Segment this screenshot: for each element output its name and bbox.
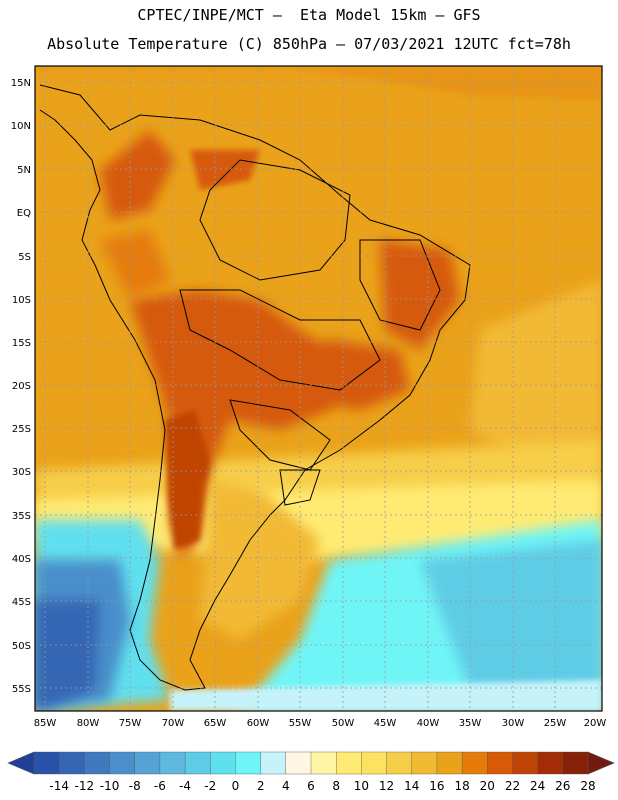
colorbar-label: 28 [580, 779, 595, 793]
colorbar-label: 14 [404, 779, 419, 793]
colorbar-label: -4 [179, 779, 191, 793]
temperature-field [35, 66, 602, 711]
lon-label: 30W [502, 718, 525, 729]
lat-label: 50S [12, 641, 31, 652]
lat-label: 55S [12, 684, 31, 695]
colorbar-label: 8 [332, 779, 340, 793]
colorbar-label: -12 [75, 779, 95, 793]
colorbar-swatch [260, 751, 287, 775]
lon-label: 20W [584, 718, 607, 729]
lat-label: 35S [12, 511, 31, 522]
colorbar-swatch [159, 751, 186, 775]
colorbar-swatch [134, 751, 161, 775]
lat-label: 20S [12, 381, 31, 392]
colorbar-label: -6 [154, 779, 166, 793]
colorbar-label: 12 [379, 779, 394, 793]
colorbar-label: -14 [49, 779, 69, 793]
lon-label: 80W [77, 718, 100, 729]
colorbar-label: 20 [480, 779, 495, 793]
lon-label: 35W [459, 718, 482, 729]
colorbar-swatch [84, 751, 111, 775]
lat-label: 10S [12, 295, 31, 306]
colorbar-swatch [361, 751, 388, 775]
colorbar-swatch [461, 751, 488, 775]
colorbar-swatch [58, 751, 85, 775]
lat-label: 30S [12, 467, 31, 478]
colorbar-swatch [411, 751, 438, 775]
lon-label: 50W [332, 718, 355, 729]
colorbar-label: 16 [429, 779, 444, 793]
colorbar-min-arrow [7, 751, 35, 775]
colorbar: -14 -12 -10 -8 -6 -4 -2 0 2 4 6 8 10 12 14 16 18 20 22 24 26… [7, 751, 615, 793]
lat-label: 10N [11, 121, 31, 132]
latitude-labels: 15N 10N 5N EQ 5S 10S 15S 20S 25S 30S 35S… [11, 78, 31, 695]
longitude-labels: 85W 80W 75W 70W 65W 60W 55W 50W 45W 40W … [34, 718, 607, 729]
map-frame [34, 65, 603, 712]
colorbar-label: 22 [505, 779, 520, 793]
chart-title-line2: Absolute Temperature (C) 850hPa – 07/03/… [47, 35, 571, 53]
colorbar-label: -2 [204, 779, 216, 793]
colorbar-label: 26 [555, 779, 570, 793]
lat-label: 40S [12, 554, 31, 565]
lon-label: 70W [162, 718, 185, 729]
lon-label: 45W [374, 718, 397, 729]
colorbar-label: 4 [282, 779, 290, 793]
colorbar-swatch [487, 751, 513, 775]
colorbar-swatch [33, 751, 60, 775]
colorbar-max-arrow [587, 751, 615, 775]
lat-label: 15N [11, 78, 31, 89]
colorbar-label: 10 [354, 779, 369, 793]
lon-label: 60W [247, 718, 270, 729]
chart-title-line1: CPTEC/INPE/MCT – Eta Model 15km – GFS [137, 6, 481, 24]
colorbar-swatch [285, 751, 312, 775]
colorbar-swatch [210, 751, 236, 775]
colorbar-label: 6 [307, 779, 315, 793]
lon-label: 25W [544, 718, 567, 729]
coastline [39, 84, 471, 691]
lat-label: 45S [12, 597, 31, 608]
lat-label: 15S [12, 338, 31, 349]
lat-label: 5N [17, 165, 31, 176]
colorbar-label: -10 [100, 779, 120, 793]
lon-label: 55W [289, 718, 312, 729]
lon-label: 75W [119, 718, 142, 729]
colorbar-swatch [235, 751, 262, 775]
colorbar-swatch [562, 751, 589, 775]
lat-label: 5S [18, 252, 31, 263]
lat-label: 25S [12, 424, 31, 435]
lon-label: 85W [34, 718, 57, 729]
lon-label: 40W [417, 718, 440, 729]
colorbar-swatch [436, 751, 463, 775]
colorbar-label: -8 [129, 779, 141, 793]
colorbar-swatch [184, 751, 211, 775]
colorbar-swatch [335, 751, 362, 775]
lat-label: EQ [17, 208, 31, 219]
colorbar-swatch [512, 751, 539, 775]
colorbar-label: 2 [257, 779, 265, 793]
colorbar-swatch [109, 751, 136, 775]
colorbar-swatch [537, 751, 564, 775]
colorbar-label: 18 [454, 779, 469, 793]
colorbar-label: 24 [530, 779, 545, 793]
colorbar-label: 0 [232, 779, 240, 793]
lon-label: 65W [204, 718, 227, 729]
colorbar-swatch [310, 751, 337, 775]
colorbar-swatch [386, 751, 413, 775]
